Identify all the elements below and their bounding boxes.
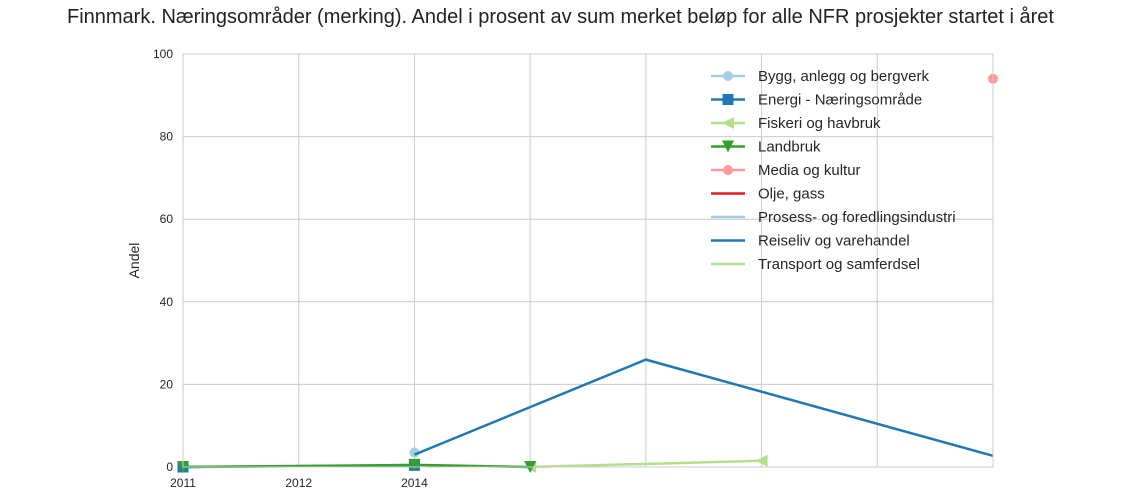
- legend: Bygg, anlegg og bergverk Energi - Nærings…: [711, 68, 956, 273]
- legend-marker: [722, 140, 734, 153]
- y-tick-label: 40: [160, 295, 174, 309]
- data-point: [408, 458, 421, 471]
- series-layer: [177, 73, 998, 473]
- chart-title: Finnmark. Næringsområder (merking). Ande…: [66, 6, 1054, 28]
- legend-label: Media og kultur: [758, 162, 861, 179]
- legend-item: Reiseliv og varehandel: [711, 233, 910, 250]
- legend-item: Energi - Næringsområde: [711, 92, 922, 109]
- y-axis-label: Andel: [126, 243, 142, 279]
- data-point: [409, 447, 420, 458]
- legend-label: Energi - Næringsområde: [758, 92, 922, 109]
- legend-item: Bygg, anlegg og bergverk: [711, 68, 929, 85]
- series-landbruk: [177, 458, 537, 473]
- legend-label: Fiskeri og havbruk: [758, 115, 881, 132]
- legend-label: Prosess- og foredlingsindustri: [758, 209, 956, 226]
- y-tick-label: 60: [160, 212, 174, 226]
- legend-label: Olje, gass: [758, 186, 825, 203]
- x-tick-label: 2011: [170, 476, 196, 490]
- legend-label: Reiseliv og varehandel: [758, 233, 910, 250]
- y-tick-label: 80: [160, 130, 174, 144]
- y-tick-label: 100: [153, 47, 173, 61]
- legend-item: Fiskeri og havbruk: [711, 115, 881, 132]
- data-point: [755, 454, 768, 467]
- legend-marker: [722, 117, 734, 129]
- x-tick-label: 2012: [285, 476, 312, 490]
- plot-frame: [182, 53, 994, 468]
- y-tick-label: 20: [160, 377, 174, 391]
- y-tick-label: 0: [166, 460, 173, 474]
- legend-marker: [722, 94, 734, 105]
- legend-label: Transport og samferdsel: [758, 256, 920, 273]
- axes: 0 20 40 60 80 100 2011 2012 2014 Andel: [126, 47, 994, 490]
- legend-label: Landbruk: [758, 139, 821, 156]
- series-line: [530, 459, 762, 469]
- legend-item: Media og kultur: [711, 162, 861, 179]
- legend-item: Landbruk: [711, 139, 821, 156]
- x-tick-label: 2014: [401, 476, 428, 490]
- legend-item: Olje, gass: [711, 186, 825, 203]
- legend-marker: [723, 71, 733, 81]
- legend-marker: [723, 165, 733, 175]
- legend-item: Prosess- og foredlingsindustri: [711, 209, 956, 226]
- legend-label: Bygg, anlegg og bergverk: [758, 68, 929, 85]
- series-line: [413, 358, 994, 458]
- series-reiseliv-og-varehandel: [413, 358, 994, 458]
- series-bygg-anlegg-og-bergverk: [409, 447, 420, 458]
- legend-item: Transport og samferdsel: [711, 256, 920, 273]
